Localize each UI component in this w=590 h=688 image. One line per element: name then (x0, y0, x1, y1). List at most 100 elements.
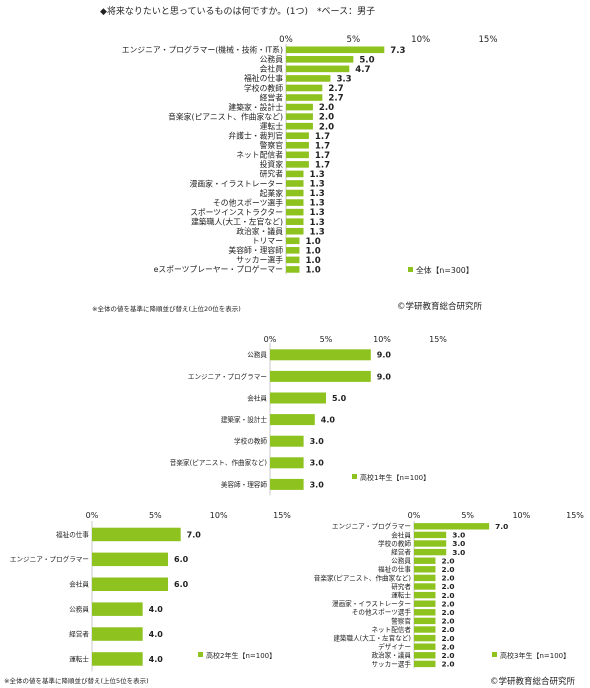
data-label: 3.3 (336, 75, 351, 85)
chart-svg: 0% 5% 10% 15% エンジニア・プログラマー(機械・技術・IT系) 7.3 公務員 5… (122, 35, 498, 276)
bar (414, 531, 447, 539)
category-label: サッカー選手 (236, 255, 283, 265)
bar (414, 652, 436, 659)
legend-swatch (352, 474, 357, 479)
legend-label: 高校1年生【n=100】 (360, 473, 430, 482)
chart-overall: 0% 5% 10% 15% エンジニア・プログラマー(機械・技術・IT系) 7.3 公務員 5… (0, 0, 590, 300)
category-label: 会社員 (69, 580, 89, 589)
bar (92, 527, 181, 542)
data-label: 3.0 (310, 480, 325, 489)
chart-grade3: 0% 5% 10% 15% エンジニア・プログラマー 7.0 会社員 3.0 学校の教師 3.0 経… (295, 500, 590, 675)
category-label: 漫画家・イラストレーター (332, 599, 411, 608)
bar (286, 84, 323, 92)
x-tick-label: 5% (149, 511, 162, 520)
data-label: 1.7 (315, 160, 330, 170)
data-label: 1.7 (315, 132, 330, 142)
category-label: 美容師・理容師 (228, 245, 283, 255)
x-tick-label: 15% (566, 511, 584, 520)
x-tick-label: 0% (408, 511, 421, 520)
data-label: 1.3 (310, 199, 325, 209)
bar (270, 370, 371, 382)
category-label: 運転士 (69, 654, 89, 663)
bar (286, 256, 300, 264)
data-label: 2.0 (441, 591, 454, 600)
chart-note-top: ※全体の値を基準に降順並び替え(上位20位を表示) (92, 305, 241, 313)
x-tick-label: 10% (210, 511, 228, 520)
bar (414, 600, 436, 607)
data-label: 7.0 (495, 522, 508, 531)
data-label: 1.3 (310, 170, 325, 180)
category-label: 公務員 (69, 605, 89, 614)
chart-svg: 0% 5% 10% 15% 公務員 9.0 エンジニア・プログラマー 9.0 会社員 5.0 建築家… (170, 335, 447, 496)
bar (286, 180, 304, 187)
category-label: デザイナー (378, 642, 411, 651)
bar (286, 151, 309, 159)
bar (270, 349, 371, 361)
category-label: エンジニア・プログラマー (10, 555, 89, 564)
category-label: エンジニア・プログラマー(機械・技術・IT系) (122, 45, 283, 55)
bar (414, 574, 436, 582)
credit-top: ©学研教育総合研究所 (397, 302, 483, 312)
category-label: その他スポーツ選手 (213, 197, 283, 207)
x-tick-label: 0% (264, 335, 277, 344)
bar (286, 132, 309, 140)
data-label: 2.0 (441, 660, 454, 669)
x-tick-label: 15% (478, 35, 497, 45)
data-label: 4.0 (321, 415, 336, 424)
category-label: 建築職人(大工・左官など) (333, 633, 411, 642)
category-label: 建築家・設計士 (221, 415, 268, 424)
data-label: 1.3 (310, 189, 325, 199)
data-label: 2.0 (441, 634, 454, 643)
bar (92, 577, 168, 591)
bar (414, 643, 436, 650)
category-label: エンジニア・プログラマー (332, 522, 411, 531)
bar (286, 46, 385, 54)
data-label: 1.3 (310, 218, 325, 228)
category-label: 投資家 (260, 159, 284, 169)
category-label: 警察官 (260, 140, 284, 150)
credit-bottom: ©学研教育総合研究所 (490, 677, 576, 687)
bar (286, 75, 331, 82)
category-label: 福祉の仕事 (56, 530, 89, 539)
bar (286, 56, 354, 63)
category-label: 警察官 (391, 616, 411, 625)
x-tick-label: 0% (279, 35, 293, 45)
data-label: 2.0 (441, 625, 454, 634)
bar (286, 218, 304, 225)
category-label: エンジニア・プログラマー (188, 372, 267, 381)
data-label: 2.0 (441, 565, 454, 574)
chart-grade2: 0% 5% 10% 15% 福祉の仕事 7.0 エンジニア・プログラマー 6.0 会社員 6.0 公… (0, 500, 295, 675)
category-label: 学校の教師 (244, 83, 283, 93)
category-label: 弁護士・裁判官 (228, 131, 283, 141)
data-label: 6.0 (174, 580, 189, 589)
x-tick-label: 5% (347, 35, 361, 45)
bar (286, 65, 350, 73)
bar (414, 583, 436, 590)
category-label: その他スポーツ選手 (352, 608, 412, 617)
data-label: 4.0 (149, 605, 164, 614)
category-label: ネット配信者 (236, 150, 283, 160)
data-label: 1.3 (310, 227, 325, 237)
chart-note-bottom: ※全体の値を基準に降順並び替え(上位5位を表示) (4, 677, 149, 685)
x-tick-label: 10% (411, 35, 430, 45)
legend-label: 高校2年生【n=100】 (206, 651, 276, 660)
data-label: 1.0 (305, 237, 320, 247)
bar (286, 113, 313, 120)
data-label: 2.0 (441, 608, 454, 617)
data-label: 4.0 (149, 630, 164, 639)
category-label: ネット配信者 (371, 625, 411, 634)
bar (414, 540, 447, 547)
data-label: 7.0 (187, 530, 202, 539)
category-label: 研究者 (260, 169, 284, 179)
category-label: 学校の教師 (234, 437, 267, 446)
category-label: 学校の教師 (378, 539, 411, 548)
category-label: 会社員 (391, 530, 411, 539)
category-label: 福祉の仕事 (378, 565, 411, 574)
bar (414, 617, 436, 625)
bar (414, 609, 436, 616)
data-label: 3.0 (310, 437, 325, 446)
chart-grade1: 0% 5% 10% 15% 公務員 9.0 エンジニア・プログラマー 9.0 会社員 5.0 建築家… (0, 300, 590, 500)
data-label: 1.0 (305, 266, 320, 276)
data-label: 1.7 (315, 141, 330, 151)
category-label: サッカー選手 (371, 659, 411, 668)
